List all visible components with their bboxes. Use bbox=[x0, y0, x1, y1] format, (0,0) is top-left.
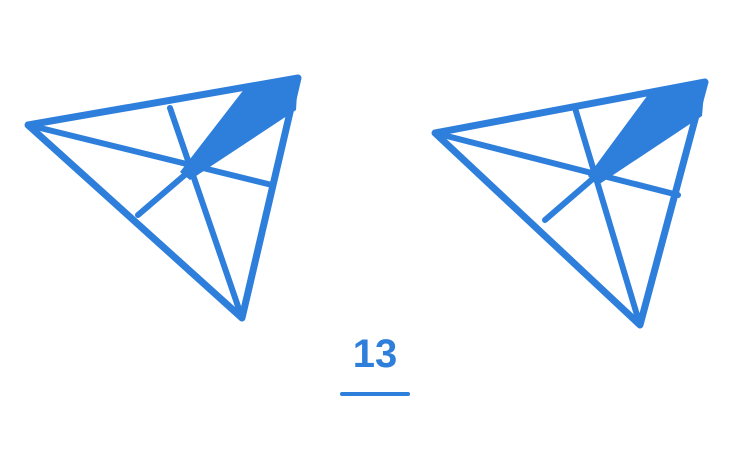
triangle-left-cevian-b bbox=[167, 105, 245, 321]
triangle-left bbox=[24, 74, 302, 322]
triangle-right-cevian-b bbox=[572, 105, 643, 328]
triangle-right-outline bbox=[431, 78, 709, 329]
caption-underline bbox=[340, 392, 410, 396]
triangle-right-shaded-wedge bbox=[588, 82, 705, 185]
triangle-left-cevian-a bbox=[25, 122, 275, 188]
figure-caption: 13 bbox=[352, 332, 398, 376]
triangle-right-cevian-a bbox=[432, 130, 681, 198]
triangle-right bbox=[431, 78, 709, 329]
triangle-left-shaded-wedge bbox=[180, 78, 298, 180]
triangle-left-outline bbox=[24, 74, 302, 322]
